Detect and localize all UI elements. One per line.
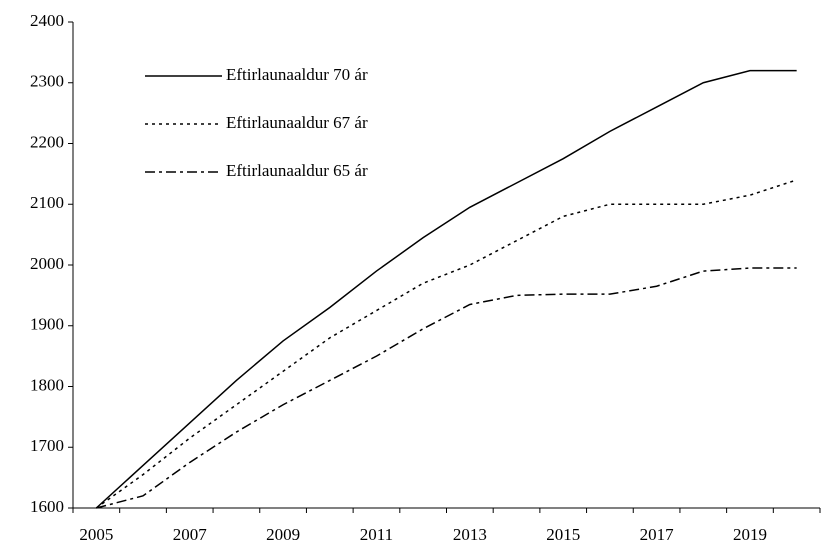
series-line	[95, 179, 797, 509]
series-line	[96, 267, 797, 509]
legend-label: Eftirlaunaaldur 67 ár	[226, 113, 368, 132]
legend-label: Eftirlaunaaldur 65 ár	[226, 161, 368, 180]
y-tick-label: 2400	[30, 11, 64, 30]
series-line	[95, 69, 797, 509]
y-tick-label: 2200	[30, 132, 64, 151]
x-tick-label: 2009	[266, 525, 300, 544]
y-tick-label: 2000	[30, 254, 64, 273]
x-tick-label: 2013	[453, 525, 487, 544]
x-tick-label: 2011	[360, 525, 393, 544]
x-tick-label: 2017	[640, 525, 675, 544]
x-tick-label: 2015	[546, 525, 580, 544]
y-tick-label: 1900	[30, 315, 64, 334]
y-tick-label: 1600	[30, 497, 64, 516]
x-tick-label: 2007	[173, 525, 208, 544]
x-tick-label: 2019	[733, 525, 767, 544]
y-tick-label: 1700	[30, 436, 64, 455]
y-tick-label: 2300	[30, 72, 64, 91]
legend-label: Eftirlaunaaldur 70 ár	[226, 65, 368, 84]
y-tick-label: 2100	[30, 193, 64, 212]
y-tick-label: 1800	[30, 375, 64, 394]
x-tick-label: 2005	[79, 525, 113, 544]
